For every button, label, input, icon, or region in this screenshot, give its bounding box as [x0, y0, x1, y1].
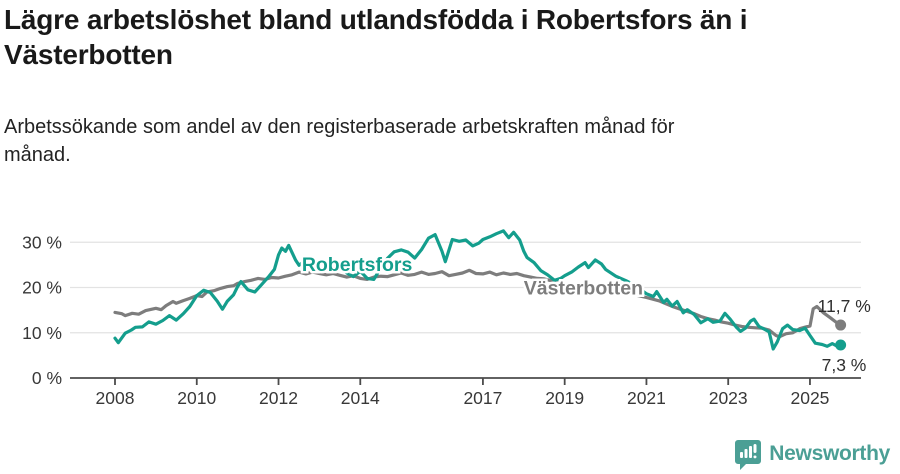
robertsfors-end-dot [835, 339, 847, 351]
robertsfors-line [113, 229, 843, 351]
chart-title: Lägre arbetslöshet bland utlandsfödda i … [4, 2, 884, 72]
x-tick-label: 2008 [96, 388, 135, 408]
line-chart-svg: 2008 2010 2012 2014 2017 2019 2021 2023 2025 0 % 1… [22, 229, 871, 408]
x-tick-label: 2010 [177, 388, 216, 408]
x-tick-label: 2019 [545, 388, 584, 408]
chart-title-line2: Västerbotten [4, 39, 173, 70]
chart-title-line1: Lägre arbetslöshet bland utlandsfödda i … [4, 4, 748, 35]
västerbotten-line [113, 268, 843, 339]
y-tick-label: 30 % [22, 232, 62, 252]
x-tick-label: 2025 [790, 388, 829, 408]
x-tick-label: 2021 [627, 388, 666, 408]
chart-subtitle-line2: månad. [4, 144, 71, 166]
västerbotten-series-label: Västerbotten [524, 277, 643, 299]
x-tick-label: 2017 [463, 388, 502, 408]
line-chart: 2008 2010 2012 2014 2017 2019 2021 2023 2025 0 % 1… [0, 208, 900, 428]
chart-subtitle-line1: Arbetssökande som andel av den registerb… [4, 116, 675, 138]
västerbotten-end-value-label: 11,7 % [818, 296, 871, 316]
brand-name: Newsworthy [769, 442, 890, 465]
x-tick-label: 2014 [341, 388, 380, 408]
y-tick-label: 0 % [32, 368, 62, 388]
y-tick-label: 20 % [22, 278, 62, 298]
x-tick-label: 2023 [709, 388, 748, 408]
västerbotten-end-dot [835, 319, 847, 331]
newsworthy-icon [735, 439, 762, 470]
robertsfors-series-label: Robertsfors [302, 254, 413, 276]
robertsfors-end-value-label: 7,3 % [822, 355, 867, 375]
y-tick-label: 10 % [22, 323, 62, 343]
chart-subtitle: Arbetssökande som andel av den registerb… [4, 113, 864, 169]
footer: Newsworthy [734, 438, 890, 470]
x-tick-label: 2012 [259, 388, 298, 408]
